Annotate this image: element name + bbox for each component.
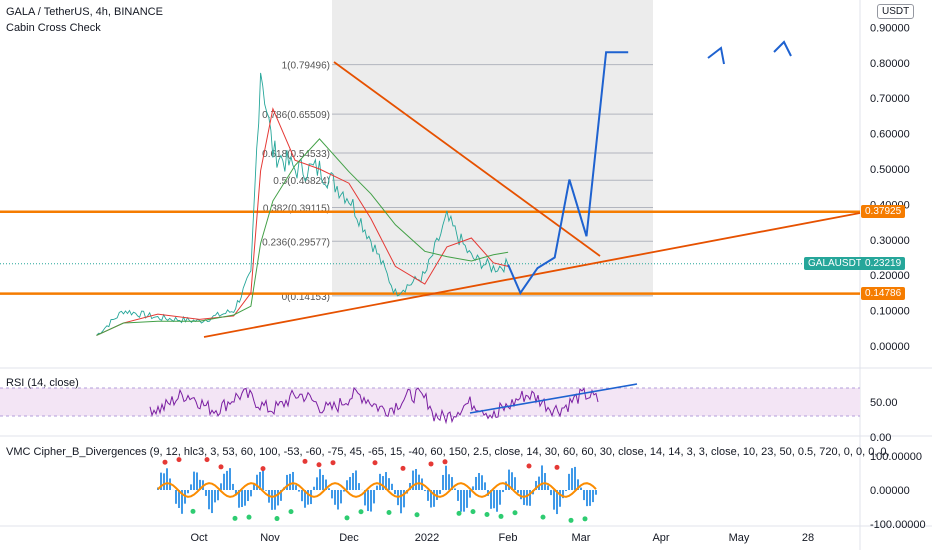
vmc-signal-dot <box>232 515 238 521</box>
moving-average-slow <box>96 138 509 336</box>
vmc-signal-dot <box>512 510 518 516</box>
time-axis-label: 2022 <box>415 532 439 544</box>
projection-path <box>585 51 629 237</box>
rsi-tick-label: 50.00 <box>870 397 898 409</box>
fib-level-label: 1(0.79496) <box>282 61 330 72</box>
vmc-signal-dot <box>540 514 546 520</box>
lower-level-badge: 0.14786 <box>861 287 906 300</box>
vmc-tick-label: 100.00000 <box>870 451 922 463</box>
vmc-signal-dot <box>372 460 378 466</box>
vmc-signal-dot <box>582 516 588 522</box>
vmc-signal-dot <box>176 457 182 463</box>
vmc-signal-dot <box>274 516 280 522</box>
time-axis-label: 28 <box>802 532 814 544</box>
price-tick-label: 0.90000 <box>870 22 910 34</box>
vmc-signal-dot <box>316 462 322 468</box>
falling-trendline <box>333 61 601 257</box>
vmc-signal-dot <box>204 457 210 463</box>
price-tick-label: 0.80000 <box>870 58 910 70</box>
vmc-signal-dot <box>554 464 560 470</box>
vmc-signal-dot <box>442 459 448 465</box>
price-tick-label: 0.00000 <box>870 341 910 353</box>
fib-level-label: 0.382(0.39115) <box>263 204 330 215</box>
vmc-tick-label: 0.00000 <box>870 485 910 497</box>
current-price-badge: 0.23219 <box>861 257 906 270</box>
price-tick-label: 0.20000 <box>870 270 910 282</box>
vmc-signal-dot <box>414 512 420 518</box>
time-axis-label: Nov <box>260 532 280 544</box>
price-tick-label: 0.50000 <box>870 164 910 176</box>
time-axis-label: Apr <box>652 532 669 544</box>
fib-level-label: 0.236(0.29577) <box>262 237 330 248</box>
vmc-tick-label: -100.00000 <box>870 519 926 531</box>
price-tick-label: 0.60000 <box>870 129 910 141</box>
projection-arrowhead <box>773 40 792 57</box>
price-tick-label: 0.10000 <box>870 306 910 318</box>
rsi-title: RSI (14, close) <box>6 377 79 389</box>
projection-arrowhead <box>707 46 725 65</box>
time-axis-label: Dec <box>339 532 359 544</box>
rsi-line <box>149 386 599 425</box>
vmc-signal-dot <box>190 508 196 514</box>
vmc-money-flow <box>157 482 597 498</box>
price-series-line <box>96 72 509 336</box>
vmc-signal-dot <box>526 463 532 469</box>
vmc-title: VMC Cipher_B_Divergences (9, 12, hlc3, 3… <box>6 446 890 458</box>
symbol-title: GALA / TetherUS, 4h, BINANCE <box>6 6 163 18</box>
time-axis-label: Feb <box>499 532 518 544</box>
vmc-signal-dot <box>358 509 364 515</box>
time-axis-label: Mar <box>572 532 591 544</box>
fib-level-label: 0.5(0.46824) <box>273 176 330 187</box>
projection-path <box>507 179 588 295</box>
rsi-trendline <box>469 383 638 414</box>
vmc-signal-dot <box>428 461 434 467</box>
fib-level-label: 0.618(0.54533) <box>262 149 330 160</box>
vmc-signal-dot <box>456 510 462 516</box>
vmc-signal-dot <box>218 464 224 470</box>
vmc-signal-dot <box>260 466 266 472</box>
vmc-signal-dot <box>330 460 336 466</box>
time-axis-label: Oct <box>190 532 207 544</box>
fib-level-label: 0.786(0.65509) <box>262 110 330 121</box>
moving-average-fast <box>96 107 509 336</box>
price-tick-label: 0.70000 <box>870 93 910 105</box>
vmc-signal-dot <box>246 514 252 520</box>
vmc-signal-dot <box>400 465 406 471</box>
vmc-signal-dot <box>498 513 504 519</box>
symbol-price-badge: GALAUSDT <box>804 257 866 270</box>
rsi-tick-label: 0.00 <box>870 432 891 444</box>
vmc-signal-dot <box>288 509 294 515</box>
vmc-signal-dot <box>162 459 168 465</box>
upper-level-badge: 0.37925 <box>861 205 906 218</box>
fib-shaded-region <box>332 0 653 296</box>
vmc-signal-dot <box>484 511 490 517</box>
currency-button[interactable]: USDT <box>877 4 915 19</box>
indicator-name: Cabin Cross Check <box>6 22 101 34</box>
vmc-signal-dot <box>386 509 392 515</box>
vmc-signal-dot <box>302 458 308 464</box>
time-axis-label: May <box>729 532 750 544</box>
vmc-signal-dot <box>344 515 350 521</box>
fib-level-label: 0(0.14153) <box>282 292 330 303</box>
price-tick-label: 0.30000 <box>870 235 910 247</box>
vmc-signal-dot <box>470 509 476 515</box>
vmc-signal-dot <box>568 517 574 523</box>
rsi-band <box>0 388 860 416</box>
